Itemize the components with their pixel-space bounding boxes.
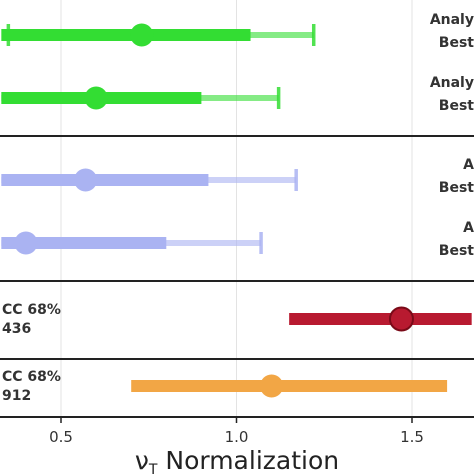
row-label-bottom-p0-r1: Best [439, 98, 474, 114]
point-estimate-p2-r0 [388, 306, 414, 332]
estimate-row-p2-r0 [289, 306, 472, 332]
point-estimate-p1-r1 [14, 231, 38, 255]
row-label-bottom-p3-r0: 912 [2, 388, 31, 404]
point-estimate-p0-r0 [130, 23, 154, 47]
estimate-row-p0-r1 [1, 86, 281, 110]
x-tick-label-1: 1.0 [225, 428, 249, 446]
row-label-top-p3-r0: CC 68% [2, 369, 61, 385]
estimate-row-p0-r0 [1, 23, 316, 47]
estimates [1, 23, 472, 398]
row-label-top-p2-r0: CC 68% [2, 302, 61, 318]
row-label-top-p1-r0: A [463, 157, 474, 173]
estimate-row-p3-r0 [131, 374, 448, 398]
row-label-bottom-p1-r0: Best [439, 180, 474, 196]
row-label-top-p0-r1: Analy [430, 75, 474, 91]
grid-lines [60, 0, 413, 417]
x-tick-label-2: 1.5 [400, 428, 424, 446]
x-axis-title-text: Normalization [157, 446, 339, 474]
row-label-bottom-p1-r1: Best [439, 243, 474, 259]
x-axis: 0.5 1.0 1.5 [0, 416, 474, 446]
row-label-bottom-p2-r0: 436 [2, 321, 31, 337]
x-axis-title-subscript: T [148, 462, 158, 474]
row-label-top-p1-r1: A [463, 220, 474, 236]
point-estimate-p1-r0 [74, 168, 98, 192]
row-label-bottom-p0-r0: Best [439, 35, 474, 51]
estimate-row-p1-r0 [1, 168, 298, 192]
point-estimate-p3-r0 [260, 374, 284, 398]
x-tick-label-0: 0.5 [49, 428, 73, 446]
panel-separators [0, 135, 474, 360]
point-estimate-p0-r1 [84, 86, 108, 110]
row-labels: Analy Best Analy Best A Best A Best CC 68% 436 CC … [2, 12, 474, 404]
row-label-top-p0-r0: Analy [430, 12, 474, 28]
x-axis-title: νT Normalization [135, 446, 339, 474]
x-axis-title-symbol: ν [135, 446, 149, 474]
estimate-row-p1-r1 [1, 231, 263, 255]
